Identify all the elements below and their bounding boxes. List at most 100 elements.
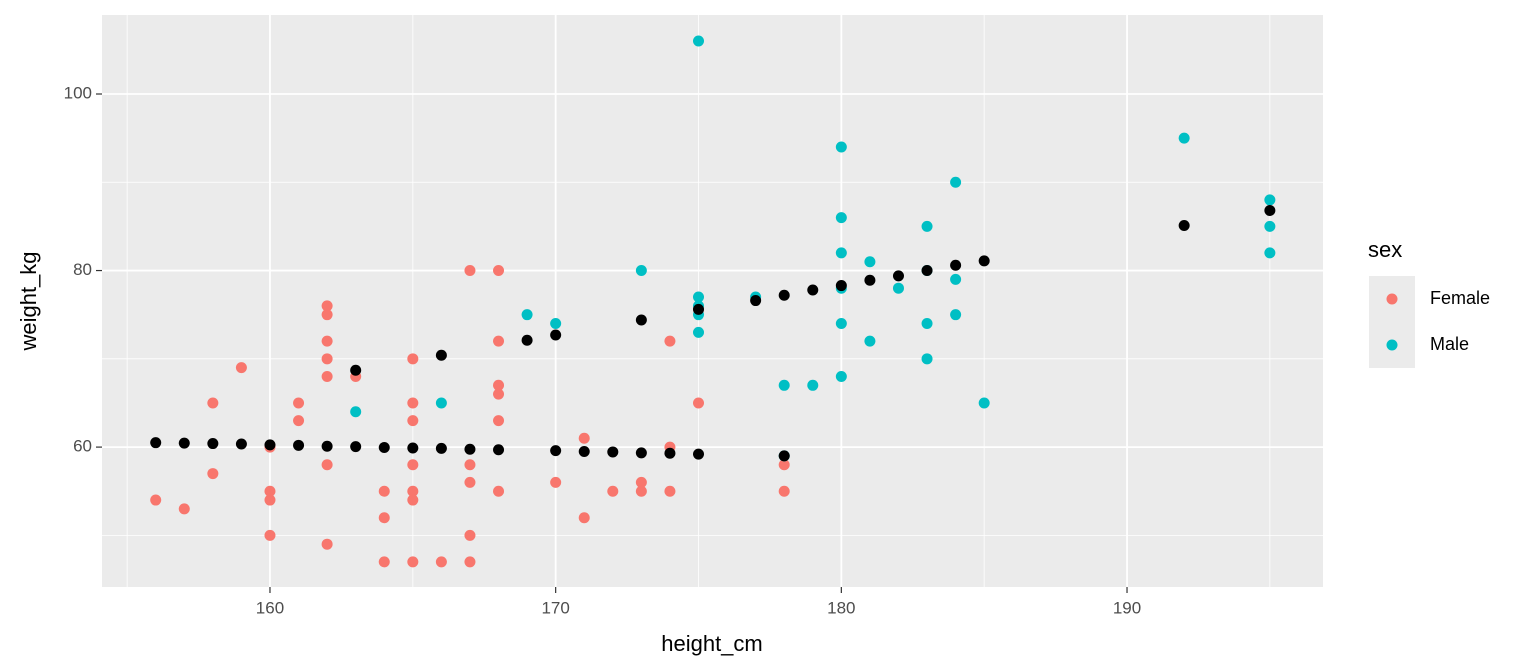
point	[493, 335, 505, 347]
point	[778, 379, 790, 391]
point	[493, 265, 505, 277]
point	[950, 273, 962, 285]
point	[264, 485, 276, 497]
point	[178, 437, 190, 449]
point	[550, 476, 562, 488]
x-tick-label: 160	[256, 598, 284, 617]
point	[835, 280, 847, 292]
point	[635, 314, 647, 326]
point	[807, 284, 819, 296]
point	[493, 388, 505, 400]
point	[750, 295, 762, 307]
point	[464, 443, 476, 455]
point	[950, 309, 962, 321]
x-tick-label: 180	[827, 598, 855, 617]
point	[921, 220, 933, 232]
point	[635, 447, 647, 459]
point	[778, 450, 790, 462]
point	[864, 256, 876, 268]
point	[1264, 220, 1276, 232]
point	[378, 512, 390, 524]
point	[207, 397, 219, 409]
point	[521, 334, 533, 346]
point	[1264, 247, 1276, 259]
point	[178, 503, 190, 515]
point	[921, 318, 933, 330]
point	[921, 353, 933, 365]
point	[693, 448, 705, 460]
point	[321, 335, 333, 347]
point	[407, 415, 419, 427]
point	[321, 538, 333, 550]
point	[892, 282, 904, 294]
point	[864, 335, 876, 347]
point	[321, 309, 333, 321]
point	[892, 270, 904, 282]
point	[464, 556, 476, 568]
legend-title: sex	[1368, 237, 1402, 262]
point	[378, 556, 390, 568]
point	[378, 442, 390, 454]
point	[150, 437, 162, 449]
point	[207, 468, 219, 480]
point	[464, 529, 476, 541]
point	[293, 397, 305, 409]
point	[835, 247, 847, 259]
point	[435, 397, 447, 409]
point	[778, 459, 790, 471]
point	[778, 485, 790, 497]
point	[978, 397, 990, 409]
point	[321, 353, 333, 365]
point	[493, 415, 505, 427]
y-tick-label: 60	[73, 437, 92, 456]
point	[693, 303, 705, 315]
point	[435, 349, 447, 361]
legend-label: Female	[1430, 288, 1490, 308]
y-tick-label: 80	[73, 260, 92, 279]
point	[264, 494, 276, 506]
point	[1264, 194, 1276, 206]
point	[978, 255, 990, 267]
legend-label: Male	[1430, 334, 1469, 354]
point	[150, 494, 162, 506]
point	[835, 318, 847, 330]
y-axis-title: weight_kg	[16, 251, 41, 351]
point	[864, 274, 876, 286]
point	[293, 415, 305, 427]
point	[350, 406, 362, 418]
point	[550, 445, 562, 457]
point	[607, 485, 619, 497]
point	[293, 439, 305, 451]
point	[835, 212, 847, 224]
point	[350, 364, 362, 376]
point	[235, 362, 247, 374]
point	[1178, 220, 1190, 232]
legend-swatch	[1386, 339, 1398, 351]
point	[435, 556, 447, 568]
point	[407, 442, 419, 454]
x-axis-title: height_cm	[661, 631, 763, 656]
point	[578, 512, 590, 524]
point	[635, 485, 647, 497]
point	[407, 556, 419, 568]
point	[693, 35, 705, 47]
x-tick-label: 190	[1113, 598, 1141, 617]
legend-swatch	[1386, 293, 1398, 305]
point	[521, 309, 533, 321]
point	[321, 300, 333, 312]
panel-background	[102, 15, 1323, 587]
point	[664, 485, 676, 497]
point	[464, 265, 476, 277]
point	[607, 446, 619, 458]
point	[1178, 132, 1190, 144]
point	[321, 440, 333, 452]
point	[921, 265, 933, 277]
point	[464, 476, 476, 488]
point	[407, 494, 419, 506]
point	[321, 459, 333, 471]
point	[578, 432, 590, 444]
point	[664, 447, 676, 459]
point	[835, 370, 847, 382]
point	[493, 485, 505, 497]
